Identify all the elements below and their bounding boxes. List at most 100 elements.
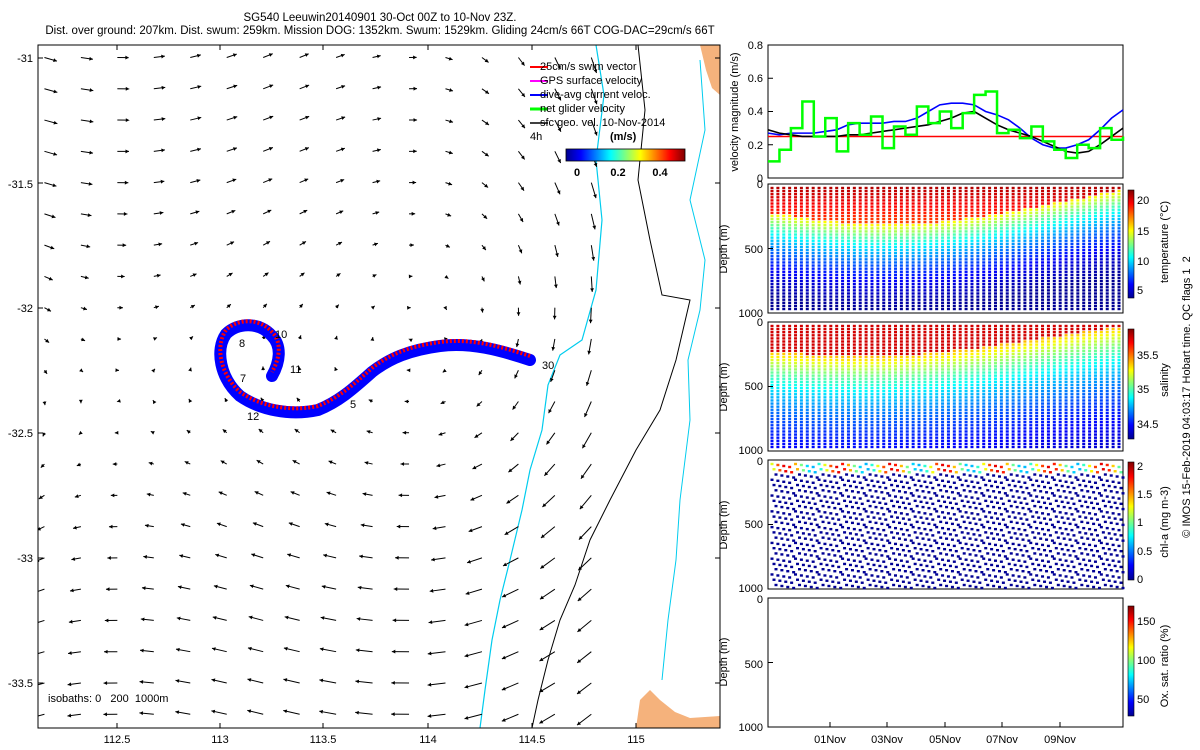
salinity-sample [976, 352, 980, 356]
salinity-sample [776, 417, 780, 421]
salinity-sample [935, 445, 939, 449]
temperature-sample [894, 264, 898, 267]
temperature-sample [1017, 251, 1021, 255]
temperature-sample [935, 236, 939, 239]
temperature-sample [835, 186, 839, 190]
temperature-sample [1088, 236, 1092, 239]
salinity-sample [923, 393, 927, 396]
salinity-sample [846, 430, 850, 433]
temperature-sample [770, 273, 774, 277]
salinity-sample [923, 327, 927, 331]
salinity-sample [876, 358, 880, 362]
temperature-sample [993, 248, 997, 252]
salinity-sample [894, 399, 898, 402]
temperature-sample [1088, 189, 1092, 193]
temperature-sample [864, 258, 868, 261]
salinity-sample [888, 420, 892, 424]
temperature-sample [1088, 217, 1092, 221]
temperature-sample [952, 255, 956, 258]
temperature-sample [870, 245, 874, 249]
temperature-sample [823, 289, 827, 292]
temperature-sample [1023, 245, 1027, 249]
temperature-sample [1117, 261, 1121, 264]
temperature-sample [929, 236, 933, 239]
salinity-sample [993, 368, 997, 371]
salinity-sample [888, 386, 892, 390]
lat-tick-label: -31.5 [8, 179, 33, 191]
temperature-sample [799, 214, 803, 218]
velocity-arrowhead [73, 525, 77, 530]
temperature-sample [1011, 189, 1015, 193]
temperature-sample [899, 251, 903, 255]
temperature-sample [817, 239, 821, 242]
temperature-sample [911, 304, 915, 308]
temperature-sample [958, 295, 962, 298]
temperature-sample [817, 227, 821, 230]
temperature-sample [1005, 199, 1009, 202]
temperature-sample [782, 301, 786, 304]
temperature-sample [1041, 248, 1045, 252]
salinity-sample [823, 374, 827, 377]
temperature-sample [946, 307, 950, 311]
temperature-sample [794, 279, 798, 283]
velocity-arrowhead [300, 272, 305, 277]
temperature-sample [929, 276, 933, 280]
salinity-sample [782, 371, 786, 374]
temperature-sample [958, 307, 962, 311]
salinity-sample [1023, 377, 1027, 380]
temperature-sample [794, 211, 798, 215]
salinity-sample [982, 408, 986, 411]
temperature-sample [905, 264, 909, 267]
temperature-sample [952, 248, 956, 252]
temperature-sample [1105, 307, 1109, 311]
salinity-sample [905, 430, 909, 433]
temperature-sample [817, 202, 821, 205]
temperature-sample [811, 233, 815, 236]
temperature-sample [976, 279, 980, 283]
temperature-sample [982, 224, 986, 227]
temperature-sample [941, 186, 945, 190]
salinity-sample [894, 355, 898, 359]
salinity-sample [858, 420, 862, 424]
temperature-sample [899, 205, 903, 208]
salinity-sample [993, 371, 997, 374]
temperature-sample [829, 211, 833, 215]
temperature-sample [964, 199, 968, 202]
salinity-sample [976, 371, 980, 374]
temperature-sample [1105, 202, 1109, 205]
temperature-sample [952, 261, 956, 264]
salinity-sample [923, 439, 927, 442]
temperature-sample [964, 186, 968, 190]
salinity-sample [876, 393, 880, 396]
temperature-sample [805, 295, 809, 298]
temperature-sample [1082, 251, 1086, 255]
salinity-sample [946, 377, 950, 380]
temperature-sample [976, 295, 980, 298]
salinity-sample [911, 427, 915, 430]
temperature-sample [917, 251, 921, 255]
temperature-sample [941, 276, 945, 280]
temperature-sample [1029, 205, 1033, 208]
salinity-sample [982, 424, 986, 427]
temperature-sample [982, 220, 986, 224]
salinity-sample [993, 420, 997, 424]
salinity-sample [970, 417, 974, 421]
temperature-sample [882, 307, 886, 311]
salinity-sample [923, 445, 927, 449]
temperature-sample [1017, 267, 1021, 270]
salinity-sample [770, 368, 774, 371]
temperature-sample [1076, 261, 1080, 264]
salinity-sample [858, 334, 862, 337]
temperature-sample [894, 270, 898, 273]
temperature-sample [876, 261, 880, 264]
temperature-sample [817, 217, 821, 221]
temperature-sample [811, 236, 815, 239]
salinity-sample [970, 408, 974, 411]
temperature-sample [946, 279, 950, 283]
temperature-sample [935, 230, 939, 233]
temperature-sample [811, 211, 815, 215]
temperature-sample [894, 261, 898, 264]
salinity-sample [829, 327, 833, 331]
salinity-sample [946, 362, 950, 365]
temperature-sample [1099, 242, 1103, 246]
